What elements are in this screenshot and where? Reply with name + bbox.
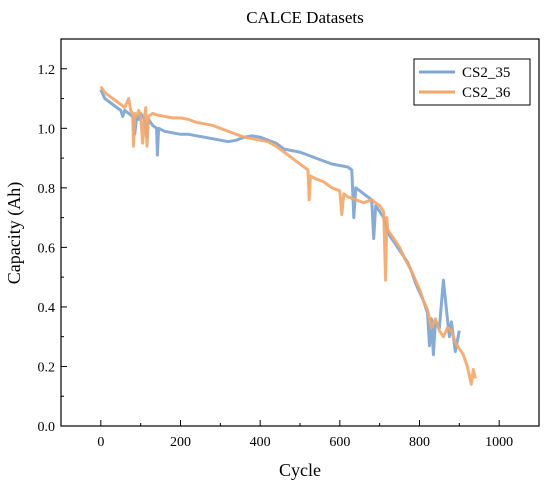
x-tick-label: 200: [170, 435, 191, 450]
y-tick-label: 0.2: [38, 360, 56, 375]
x-tick-label: 400: [250, 435, 271, 450]
series-line-cs2-35: [99, 88, 461, 357]
legend-label-cs2-35: CS2_35: [462, 65, 510, 81]
y-tick-label: 1.0: [38, 122, 56, 137]
x-axis: 0 200 400 600 800 1000: [97, 420, 513, 450]
y-tick-label: 0.6: [38, 241, 56, 256]
y-axis-title: Capacity (Ah): [4, 182, 25, 284]
x-axis-title: Cycle: [279, 460, 321, 480]
x-tick-label: 600: [329, 435, 350, 450]
x-tick-label: 0: [97, 435, 104, 450]
series-line-cs2-36: [99, 85, 477, 386]
y-tick-label: 0.8: [38, 182, 56, 197]
y-tick-label: 0.4: [38, 301, 56, 316]
y-tick-label: 0.0: [38, 420, 56, 435]
chart-title: CALCE Datasets: [246, 8, 364, 27]
x-tick-label: 800: [409, 435, 430, 450]
y-tick-label: 1.2: [38, 63, 56, 78]
series-layer: [99, 85, 477, 386]
legend-box: [413, 58, 531, 106]
legend-label-cs2-36: CS2_36: [462, 85, 511, 101]
y-axis: 0.0 0.2 0.4 0.6 0.8 1.0 1.2: [38, 38, 67, 435]
legend: CS2_35 CS2_36: [413, 58, 531, 106]
x-tick-label: 1000: [485, 435, 513, 450]
